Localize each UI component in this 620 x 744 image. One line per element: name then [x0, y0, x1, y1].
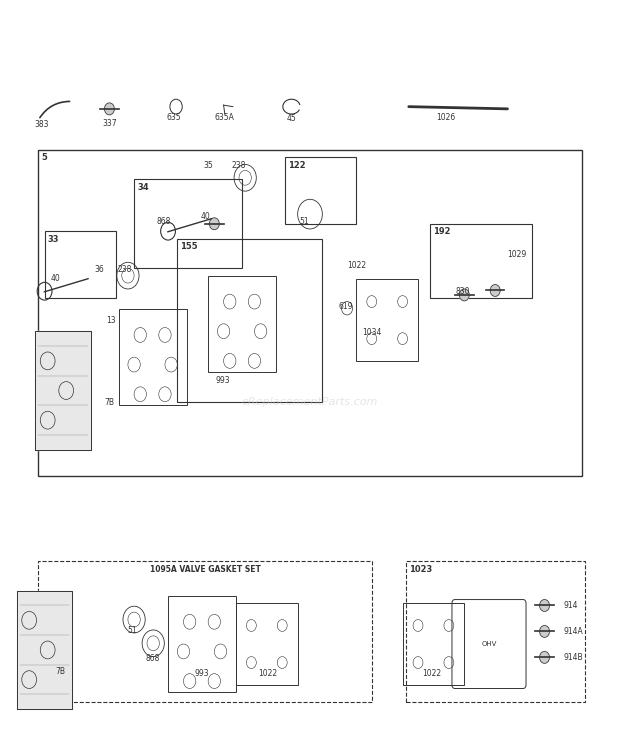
- Text: OHV: OHV: [481, 641, 497, 647]
- Text: 914: 914: [563, 601, 578, 610]
- Text: 51: 51: [299, 217, 309, 226]
- Text: 993: 993: [195, 669, 210, 678]
- Text: 1095A VALVE GASKET SET: 1095A VALVE GASKET SET: [149, 565, 260, 574]
- Text: 1022: 1022: [347, 261, 366, 270]
- Text: 35: 35: [203, 161, 213, 170]
- Text: 1029: 1029: [507, 251, 526, 260]
- Text: 383: 383: [34, 121, 49, 129]
- Circle shape: [459, 289, 469, 301]
- Text: 238: 238: [118, 265, 132, 275]
- Bar: [177, 239, 322, 402]
- Text: 155: 155: [180, 243, 198, 251]
- Text: 7B: 7B: [55, 667, 65, 676]
- Text: 33: 33: [48, 235, 59, 244]
- Text: 7B: 7B: [104, 398, 115, 408]
- Bar: [285, 157, 356, 224]
- Text: 40: 40: [200, 212, 210, 221]
- Bar: [134, 179, 242, 269]
- Text: 122: 122: [288, 161, 306, 170]
- Text: 1026: 1026: [436, 113, 456, 122]
- Text: 51: 51: [128, 626, 137, 635]
- Text: 619: 619: [339, 302, 353, 311]
- Text: 337: 337: [102, 119, 117, 128]
- Circle shape: [539, 600, 549, 612]
- Polygon shape: [35, 331, 91, 450]
- Bar: [38, 561, 372, 702]
- Text: eReplacementParts.com: eReplacementParts.com: [242, 397, 378, 407]
- Bar: [402, 603, 464, 684]
- Text: 1023: 1023: [409, 565, 432, 574]
- Text: 868: 868: [156, 217, 171, 226]
- Text: 868: 868: [146, 654, 160, 663]
- Text: 1022: 1022: [423, 669, 442, 678]
- Circle shape: [104, 103, 114, 115]
- Bar: [38, 150, 582, 475]
- Text: 5: 5: [42, 153, 47, 162]
- Circle shape: [490, 284, 500, 296]
- Bar: [168, 596, 236, 692]
- Circle shape: [539, 626, 549, 638]
- Bar: [208, 275, 276, 372]
- Text: 830: 830: [456, 287, 471, 296]
- Text: 192: 192: [433, 228, 451, 237]
- Text: 914B: 914B: [563, 653, 583, 662]
- Circle shape: [210, 218, 219, 230]
- Circle shape: [539, 652, 549, 664]
- Bar: [118, 309, 187, 405]
- Polygon shape: [17, 591, 73, 709]
- Bar: [45, 231, 115, 298]
- Text: 45: 45: [286, 114, 296, 123]
- Bar: [236, 603, 298, 684]
- Text: 914A: 914A: [563, 627, 583, 636]
- Text: 1022: 1022: [259, 669, 278, 678]
- Bar: [356, 279, 418, 361]
- Text: 238: 238: [232, 161, 246, 170]
- Text: 1034: 1034: [362, 328, 381, 337]
- Text: 993: 993: [215, 376, 229, 385]
- Text: 635: 635: [167, 113, 182, 122]
- Text: 40: 40: [51, 274, 61, 283]
- Text: 36: 36: [94, 265, 104, 275]
- Text: 13: 13: [106, 315, 115, 324]
- Bar: [430, 224, 532, 298]
- Text: 635A: 635A: [215, 113, 235, 122]
- Text: 34: 34: [137, 183, 149, 192]
- Bar: [405, 561, 585, 702]
